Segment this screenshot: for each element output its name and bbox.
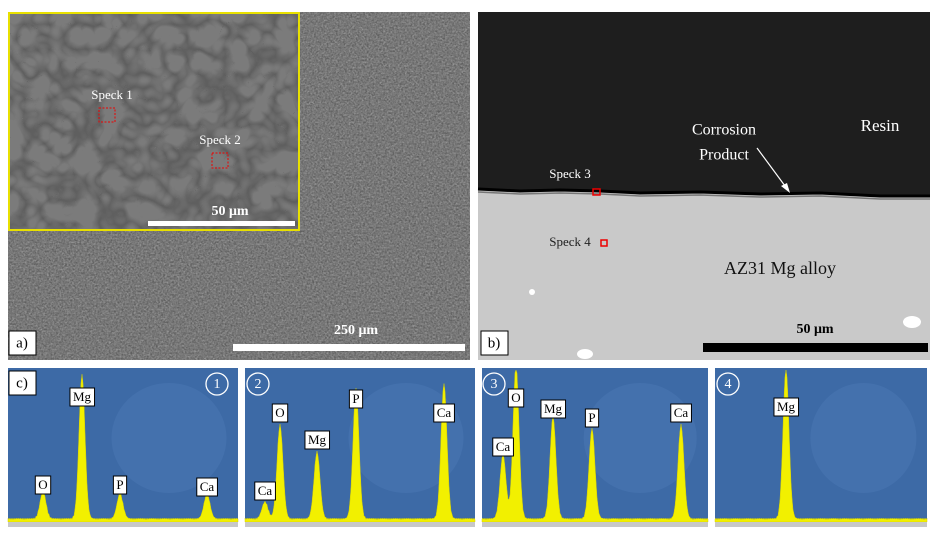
peak-label: Mg — [308, 432, 327, 447]
peak-label: Mg — [777, 399, 796, 414]
annotation: Product — [699, 147, 749, 164]
peak-label: Ca — [674, 405, 689, 420]
panel-a: Speck 1 Speck 2 50 μm 250 μm a) — [8, 12, 470, 360]
panel-label: b) — [488, 335, 501, 351]
peak-label: O — [511, 390, 520, 405]
peak-label: Mg — [544, 401, 563, 416]
peak-label: P — [588, 410, 595, 425]
glare — [810, 383, 916, 493]
resin-region — [478, 12, 930, 196]
particle — [903, 316, 921, 328]
panel-b: Resin Corrosion Product Speck 3 Speck 4 … — [478, 12, 930, 360]
peak-label: P — [116, 477, 123, 492]
axis-strip — [8, 522, 238, 527]
particle — [577, 349, 593, 359]
scale-label: 50 μm — [796, 322, 833, 337]
spectrum-number: 4 — [725, 377, 732, 392]
figure: Speck 1 Speck 2 50 μm 250 μm a) Resin Co… — [0, 0, 930, 535]
scale-label: 250 μm — [334, 323, 378, 338]
scale-bar — [233, 344, 465, 351]
peak-label: Ca — [258, 483, 273, 498]
scale-bar — [703, 343, 928, 352]
scale-label: 50 μm — [211, 204, 248, 219]
panel-label: a) — [16, 335, 28, 351]
scale-bar — [148, 221, 295, 226]
speck-label: Speck 4 — [549, 234, 591, 249]
peak-label: Ca — [496, 439, 511, 454]
peak-label: Ca — [200, 479, 215, 494]
axis-strip — [245, 522, 475, 527]
glare — [112, 383, 227, 493]
speck-label: Speck 2 — [199, 132, 241, 147]
speck-label: Speck 3 — [549, 166, 591, 181]
peak-label: Mg — [73, 389, 92, 404]
annotation: Corrosion — [692, 122, 756, 139]
peak-label: Ca — [437, 405, 452, 420]
peak-label: O — [275, 405, 284, 420]
spectrum-number: 2 — [255, 377, 262, 392]
peak-label: O — [38, 477, 47, 492]
region-label: Resin — [861, 116, 900, 135]
particle — [529, 289, 535, 295]
panel-c: 1 O Mg P Ca 2 Ca O Mg P Ca 3 Ca O Mg P Ca 4 Mg — [8, 368, 927, 527]
spectrum-number: 3 — [491, 377, 498, 392]
axis-strip — [715, 522, 927, 527]
axis-strip — [482, 522, 708, 527]
region-label: AZ31 Mg alloy — [724, 258, 836, 278]
inset-cracks — [10, 14, 298, 229]
speck-label: Speck 1 — [91, 87, 133, 102]
spectrum-number: 1 — [214, 377, 221, 392]
panel-label: c) — [16, 375, 28, 391]
peak-label: P — [352, 391, 359, 406]
